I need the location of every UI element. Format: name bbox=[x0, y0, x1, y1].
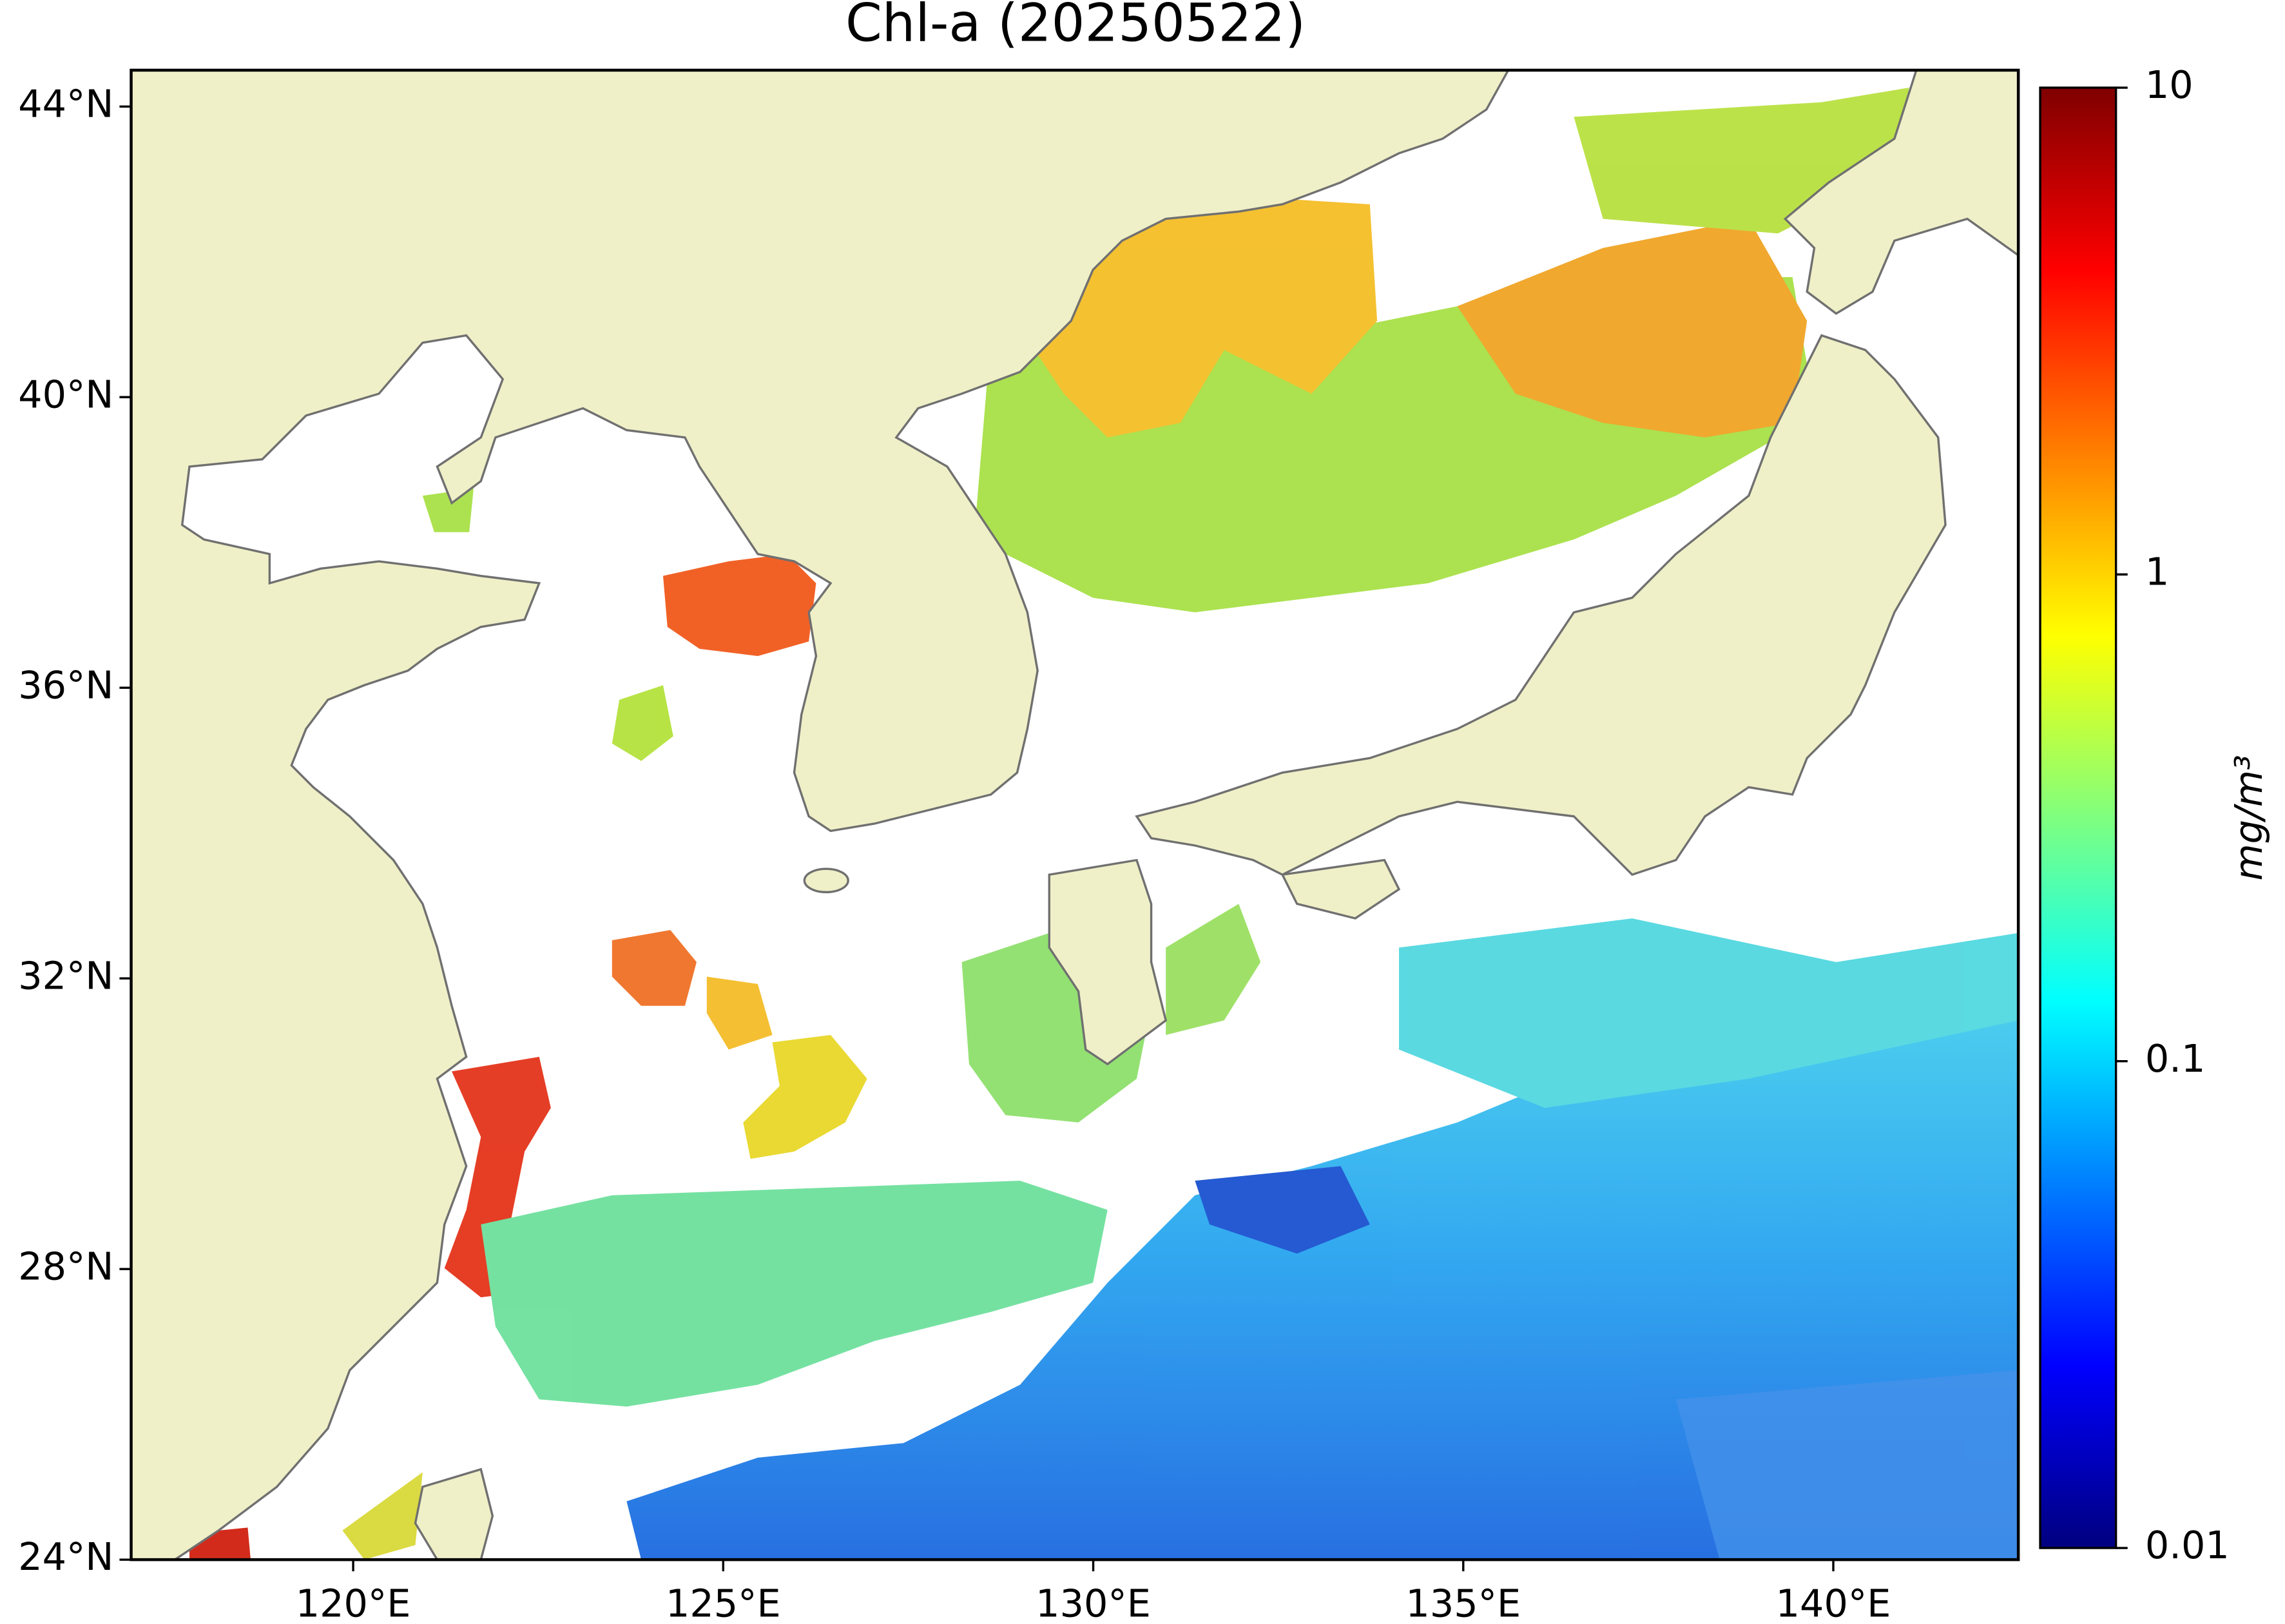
land-mass bbox=[131, 70, 1510, 1560]
colorbar-tick-label: 0.1 bbox=[2145, 1036, 2205, 1081]
colorbar-tick-label: 10 bbox=[2145, 63, 2193, 107]
chl-patch bbox=[1399, 918, 2019, 1108]
map-area bbox=[131, 70, 2019, 1560]
chl-patch bbox=[342, 1472, 423, 1560]
chl-patch bbox=[626, 947, 2019, 1560]
y-tick-label: 40°N bbox=[18, 372, 113, 416]
map-frame bbox=[130, 68, 2020, 1561]
land bbox=[131, 70, 2019, 1560]
chl-patch bbox=[1195, 1166, 1370, 1254]
y-tick-label: 36°N bbox=[18, 662, 113, 707]
x-tick-label: 140°E bbox=[1776, 1581, 1891, 1624]
chl-patch bbox=[612, 930, 697, 1006]
chl-patch bbox=[1675, 1370, 2019, 1560]
land-mass bbox=[1048, 858, 1168, 1066]
land-mass bbox=[1280, 858, 1401, 920]
colorbar-label: mg/m³ bbox=[2226, 755, 2271, 880]
axes: 120°E 125°E 130°E 135°E 140°E 24°N 28°N 32°N 36°… bbox=[18, 81, 1891, 1624]
chl-patch bbox=[1166, 904, 1261, 1036]
chl-patch bbox=[612, 685, 673, 761]
colorbar-tick-label: 0.01 bbox=[2145, 1523, 2230, 1567]
colorbar-tick-label: 1 bbox=[2145, 549, 2169, 594]
y-tick-label: 32°N bbox=[18, 953, 113, 998]
land-mass bbox=[414, 1467, 494, 1560]
x-tick-label: 125°E bbox=[666, 1581, 781, 1624]
land-mass bbox=[803, 867, 849, 894]
y-tick-label: 24°N bbox=[18, 1534, 113, 1579]
y-tick-label: 44°N bbox=[18, 81, 113, 126]
chl-patch bbox=[662, 554, 816, 657]
chl-patch bbox=[444, 1056, 551, 1298]
chl-patch bbox=[1457, 218, 1808, 438]
chl-patch bbox=[1034, 189, 1378, 438]
land-mass bbox=[1783, 70, 2019, 315]
x-tick-label: 120°E bbox=[296, 1581, 411, 1624]
land-mass bbox=[1135, 334, 1947, 876]
chl-patch bbox=[422, 488, 474, 532]
x-tick-label: 130°E bbox=[1036, 1581, 1151, 1624]
colorbar bbox=[2039, 86, 2117, 1549]
chl-patch bbox=[743, 1035, 867, 1159]
y-tick-label: 28°N bbox=[18, 1244, 113, 1288]
chl-patch bbox=[706, 976, 773, 1050]
x-tick-label: 135°E bbox=[1405, 1581, 1521, 1624]
chart-title: Chl-a (20250522) bbox=[845, 0, 1306, 54]
chl-patch bbox=[481, 1181, 1108, 1407]
